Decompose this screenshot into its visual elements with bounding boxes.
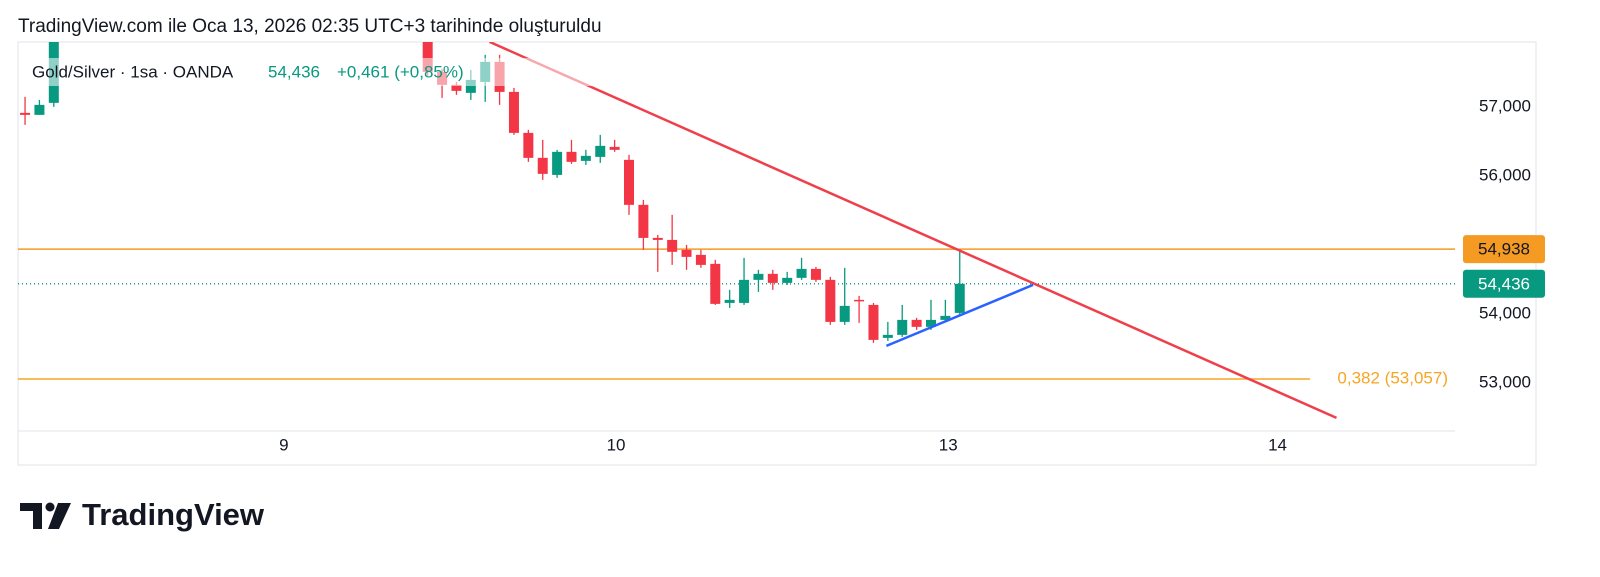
candle-body [595, 145, 606, 157]
trend-line [489, 42, 1338, 420]
candle-body [667, 239, 678, 252]
candle-body [609, 146, 620, 150]
candle-body [552, 151, 563, 175]
x-tick-label: 9 [279, 435, 288, 454]
candle-body [839, 305, 850, 322]
y-tick-label: 54,000 [1479, 303, 1531, 322]
candle-body [796, 268, 807, 278]
candle-body [422, 42, 433, 72]
candle-body [911, 319, 922, 327]
axes: 53,000 54,000 56,000 57,000 9 10 13 14 54,938 54,… [279, 96, 1545, 454]
candle-body [897, 319, 908, 335]
x-tick-label: 10 [607, 435, 626, 454]
trend-line [885, 283, 1034, 348]
candle-body [638, 204, 649, 238]
candle-body [523, 132, 534, 158]
candle-body [825, 279, 836, 322]
plot [18, 42, 1455, 420]
candle-body [810, 268, 821, 280]
candle-body [767, 273, 778, 283]
y-tick-label: 53,000 [1479, 372, 1531, 391]
candle-body [868, 304, 879, 340]
x-tick-label: 14 [1268, 435, 1287, 454]
candle-body [739, 279, 750, 303]
candle-body [954, 283, 965, 313]
y-tick-label: 57,000 [1479, 96, 1531, 115]
candle-body [537, 157, 548, 174]
candle-body [508, 91, 519, 133]
candle-body [566, 151, 577, 162]
candle-body [451, 84, 462, 91]
candle-body [710, 263, 721, 304]
candle-body [681, 249, 692, 257]
y-tick-label: 56,000 [1479, 165, 1531, 184]
price-tag [1463, 269, 1545, 298]
legend-change: +0,461 (+0,85%) [337, 62, 464, 81]
legend-bg [26, 58, 626, 86]
fib-label: 0,382 (53,057) [1337, 368, 1448, 387]
candle-body [882, 334, 893, 338]
candle-body [465, 79, 476, 93]
legend-price: 54,436 [268, 62, 320, 81]
logo-icon [20, 502, 71, 529]
candle-body [20, 112, 31, 115]
candle-body [925, 319, 936, 327]
price-tag [1463, 235, 1545, 264]
candle-body [34, 104, 45, 115]
x-tick-label: 13 [939, 435, 958, 454]
candle-body [624, 159, 635, 205]
chart-frame [17, 41, 1537, 466]
candle-body [854, 299, 865, 302]
caption: TradingView.com ile Oca 13, 2026 02:35 U… [18, 16, 602, 37]
candle-body [782, 277, 793, 283]
candle-body [580, 155, 591, 161]
candle-body [695, 254, 706, 265]
candle-body [724, 299, 735, 303]
candle-body [940, 315, 951, 320]
price-tag-label: 54,938 [1478, 240, 1530, 259]
logo-text: TradingView [82, 497, 265, 532]
candle-body [753, 273, 764, 280]
price-tag-label: 54,436 [1478, 274, 1530, 293]
candle-body [652, 237, 663, 240]
legend-symbol: Gold/Silver · 1sa · OANDA [32, 62, 234, 81]
